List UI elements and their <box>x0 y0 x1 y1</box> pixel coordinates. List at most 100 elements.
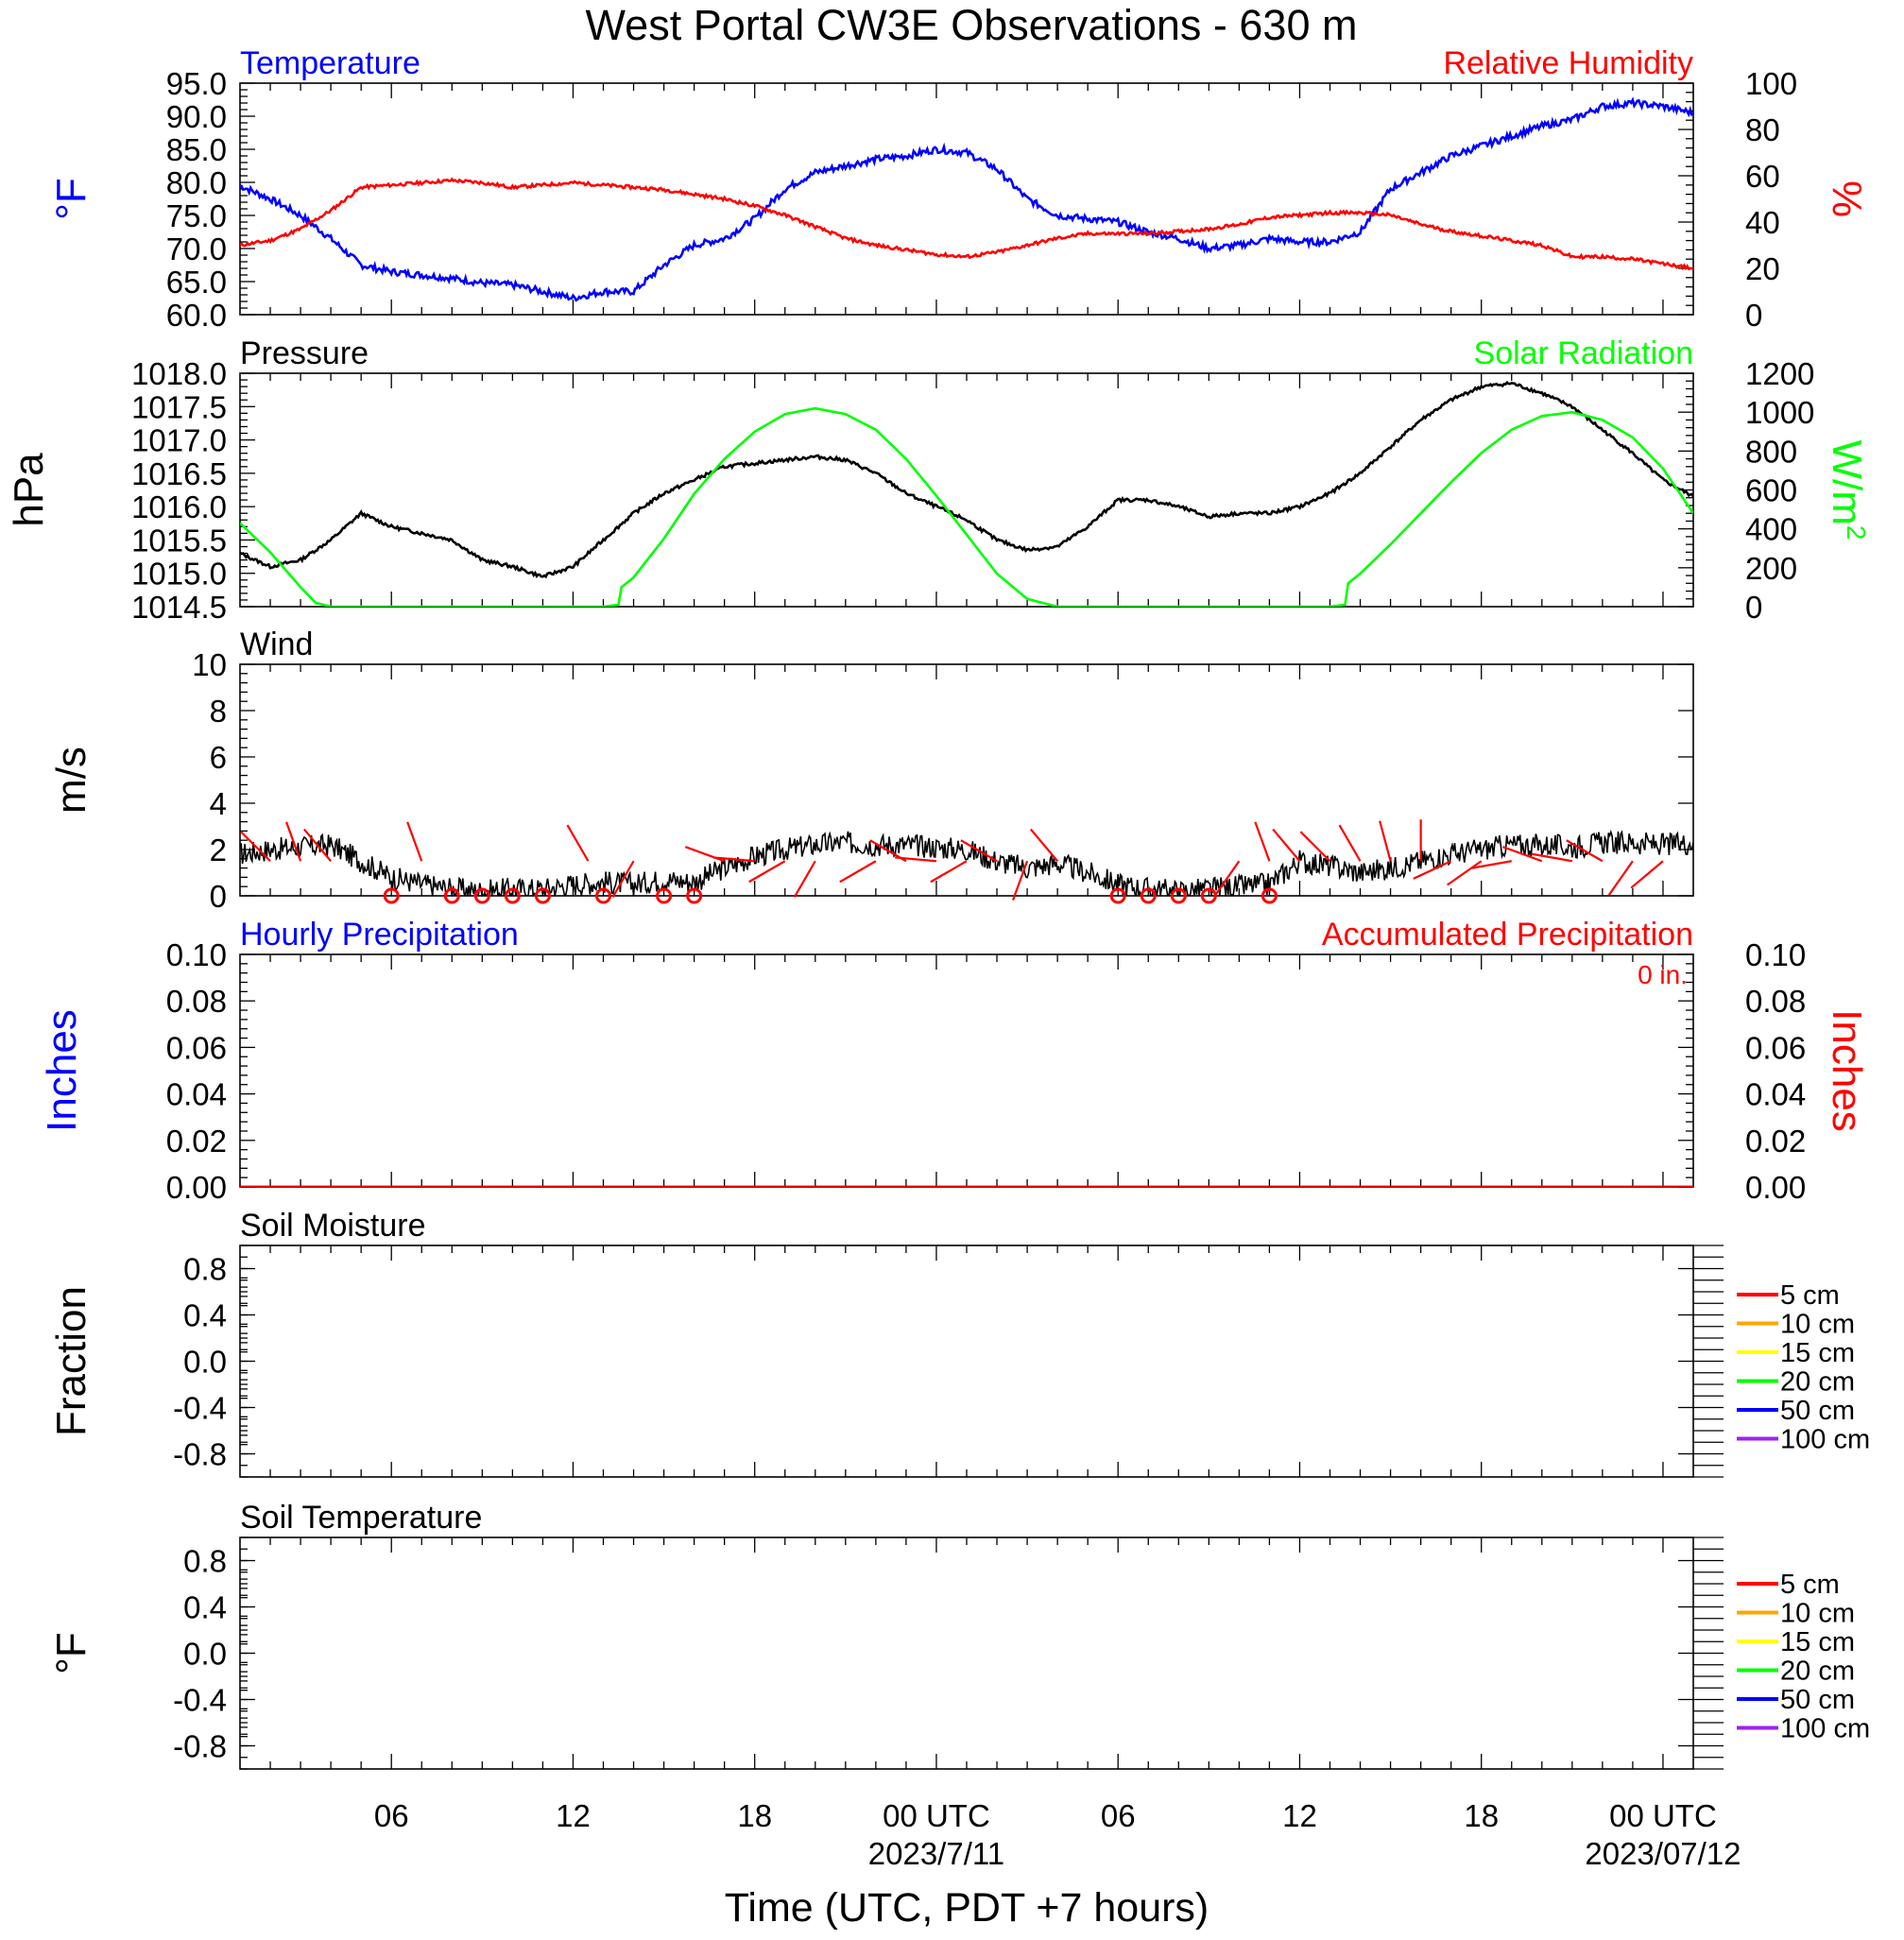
series-pressure <box>240 380 1693 579</box>
y-tick-label-right: 400 <box>1745 512 1797 547</box>
legend-label: 5 cm <box>1780 1280 1840 1311</box>
plot-frame <box>239 1245 1694 1478</box>
y-axis-label-left: hPa <box>6 453 52 527</box>
legend-label: 100 cm <box>1780 1714 1870 1744</box>
y-tick-label-right: 800 <box>1745 434 1797 469</box>
x-date-label: 2023/7/11 <box>868 1836 1004 1871</box>
wind-barb <box>1531 852 1573 863</box>
y-tick-label-left: 0.8 <box>183 1544 227 1579</box>
y-tick-label-left: 1014.5 <box>131 590 227 625</box>
wind-barb <box>1470 860 1512 869</box>
y-tick-label-right: 0.06 <box>1745 1030 1806 1065</box>
y-tick-label-right: 80 <box>1745 112 1780 147</box>
y-tick-label-left: 65.0 <box>166 265 227 300</box>
series-relative-humidity <box>240 177 1693 271</box>
y-tick-label-right: 200 <box>1745 551 1797 586</box>
x-tick-label: 12 <box>556 1798 591 1833</box>
y-tick-label-right: 1000 <box>1745 395 1814 430</box>
wind-barb <box>1566 839 1604 863</box>
calm-wind-marker <box>1140 887 1157 904</box>
wind-barb <box>1447 860 1483 886</box>
x-tick-label: 18 <box>737 1798 772 1833</box>
y-tick-label-left: 1017.0 <box>131 423 227 458</box>
legend-label: 50 cm <box>1780 1685 1855 1715</box>
y-tick-label-left: 0.8 <box>183 1252 227 1287</box>
y-axis-label-superscript: 2 <box>1843 525 1872 541</box>
y-tick-label-left: 80.0 <box>166 165 227 200</box>
y-axis-label-right: Inches <box>1824 1009 1870 1132</box>
panel-title-left: Hourly Precipitation <box>240 917 519 953</box>
panel-temp_rh: 95.090.085.080.075.070.065.060.0 100 80 60 4… <box>48 45 1870 333</box>
y-tick-label-right: 0.08 <box>1745 984 1806 1019</box>
calm-wind-marker <box>686 887 703 904</box>
y-tick-label-left: 90.0 <box>166 99 227 134</box>
series-wind <box>240 830 1693 896</box>
y-tick-label-left: 60.0 <box>166 298 227 333</box>
y-tick-label-left: 2 <box>210 833 227 867</box>
y-tick-label-left: 10 <box>192 647 227 682</box>
x-tick-label: 12 <box>1282 1798 1317 1833</box>
y-tick-label-left: 0.04 <box>166 1077 227 1112</box>
y-axis-label-left: Inches <box>39 1009 85 1132</box>
y-axis-label-left: °F <box>48 1632 94 1674</box>
y-tick-label-right: 40 <box>1745 205 1780 240</box>
y-tick-label-left: 6 <box>210 740 227 775</box>
wind-barb <box>930 860 968 884</box>
x-tick-label: 00 UTC <box>1609 1798 1717 1833</box>
panel-title-left: Temperature <box>240 45 420 81</box>
y-tick-label-left: 0.08 <box>166 984 227 1019</box>
calm-wind-marker <box>534 887 551 904</box>
figure-title: West Portal CW3E Observations - 630 m <box>586 1 1358 49</box>
y-tick-label-left: 0.00 <box>166 1170 227 1205</box>
y-tick-label-left: 1016.0 <box>131 489 227 524</box>
y-tick-label-left: 75.0 <box>166 198 227 233</box>
wind-barb <box>1630 860 1664 889</box>
wind-barb <box>302 828 332 862</box>
y-tick-label-left: -0.8 <box>173 1729 227 1764</box>
y-tick-label-left: 0.02 <box>166 1124 227 1159</box>
legend-label: 50 cm <box>1780 1396 1855 1426</box>
calm-wind-marker <box>1261 887 1278 904</box>
wind-barb <box>1272 828 1301 862</box>
panel-soil_moisture: 0.8 0.4 0.0 -0.4 -0.8 Soil Moisture Fraction 5 … <box>48 1208 1870 1478</box>
y-tick-label-right: 0.00 <box>1745 1170 1806 1205</box>
y-tick-label-left: -0.4 <box>173 1683 227 1718</box>
calm-wind-marker <box>656 887 673 904</box>
y-tick-label-left: 4 <box>210 786 227 821</box>
x-tick-label: 00 UTC <box>883 1798 990 1833</box>
y-tick-label-right: 600 <box>1745 473 1797 508</box>
y-tick-label-left: 8 <box>210 694 227 729</box>
y-axis-label-left: Fraction <box>48 1286 94 1436</box>
y-tick-label-left: 70.0 <box>166 232 227 266</box>
plot-frame <box>239 1537 1694 1770</box>
wind-barb <box>1029 828 1058 862</box>
wind-barb <box>839 860 877 884</box>
y-tick-label-left: 1016.5 <box>131 456 227 491</box>
y-axis-label-left: m/s <box>48 747 94 814</box>
panel-title-right: Accumulated Precipitation <box>1322 917 1693 953</box>
y-tick-label-left: -0.4 <box>173 1391 227 1426</box>
y-tick-label-left: 0.0 <box>183 1637 227 1672</box>
legend-label: 5 cm <box>1780 1570 1840 1600</box>
x-axis-label: Time (UTC, PDT +7 hours) <box>725 1885 1209 1931</box>
panel-pressure_solar: 1018.01017.51017.01016.51016.01015.51015… <box>6 335 1872 625</box>
wind-barb <box>793 860 816 898</box>
calm-wind-marker <box>595 887 611 904</box>
wind-barb <box>1254 821 1271 862</box>
legend-label: 15 cm <box>1780 1627 1855 1657</box>
legend-label: 20 cm <box>1780 1367 1855 1398</box>
wind-barb <box>1299 831 1331 863</box>
panel-title-left: Soil Temperature <box>240 1500 482 1536</box>
plot-area <box>240 96 1693 302</box>
wind-barb <box>566 824 590 862</box>
y-tick-label-right: 60 <box>1745 159 1780 194</box>
x-tick-label: 18 <box>1464 1798 1499 1833</box>
y-tick-label-left: 0.0 <box>183 1345 227 1380</box>
y-tick-label-left: 0.10 <box>166 937 227 972</box>
wind-barb <box>406 821 423 862</box>
series-temperature <box>240 96 1693 302</box>
panel-title-left: Wind <box>240 627 313 662</box>
panel-title-right: Relative Humidity <box>1443 45 1693 81</box>
